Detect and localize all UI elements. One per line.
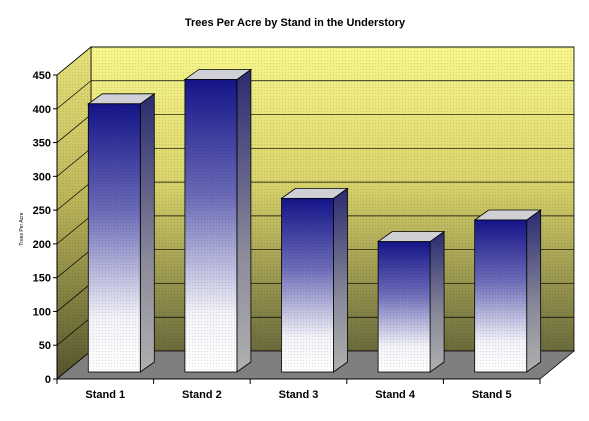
bars: [87, 68, 542, 373]
bar-side-face: [333, 187, 348, 373]
x-tick-label: Stand 2: [182, 389, 222, 401]
y-axis: 0 50 100 150 200 250 300 350 400 450: [33, 70, 58, 386]
y-tick-label: 50: [39, 340, 51, 352]
gridline-side: [56, 215, 92, 245]
gridline-side: [56, 114, 92, 143]
gridline-side: [56, 283, 92, 312]
y-tick-label: 100: [33, 306, 51, 318]
bar-side-face: [429, 230, 445, 373]
x-axis: Stand 1 Stand 2 Stand 3 Stand 4 Stand 5: [56, 378, 541, 401]
y-tick-label: 400: [33, 104, 51, 116]
bar-front-texture: [378, 241, 431, 372]
gridline-side: [56, 316, 92, 346]
y-tick-label: 300: [33, 171, 51, 183]
x-tick-label: Stand 3: [279, 389, 319, 401]
bar-front-texture: [88, 103, 141, 372]
bar-side-face: [139, 93, 155, 373]
x-tick-label: Stand 1: [85, 389, 125, 401]
bar-front-texture: [474, 220, 527, 372]
bar-side-face: [526, 209, 542, 373]
gridline-side: [56, 80, 92, 110]
y-tick-label: 250: [33, 205, 51, 217]
gridline-side: [56, 181, 92, 211]
x-tick-label: Stand 5: [472, 389, 512, 401]
gridline-side: [56, 249, 92, 278]
y-tick-label: 0: [45, 374, 51, 386]
bar-side-face: [236, 68, 252, 373]
chart-title: Trees Per Acre by Stand in the Understor…: [185, 17, 406, 29]
bar-1: [87, 93, 156, 373]
side-wall-texture: [57, 47, 91, 379]
y-tick-label: 150: [33, 273, 51, 285]
bar-3: [280, 187, 349, 373]
y-tick-label: 350: [33, 138, 51, 150]
bar-front-texture: [281, 198, 334, 372]
bar-2: [183, 68, 253, 373]
bar-front-texture: [184, 79, 237, 373]
y-tick-label: 450: [33, 70, 51, 82]
gridline-side: [56, 148, 92, 177]
y-axis-label: Trees Per Acre: [19, 212, 25, 245]
gridline-side: [56, 46, 92, 76]
bar-4: [376, 230, 446, 373]
y-tick-label: 200: [33, 239, 51, 251]
bar-5: [473, 209, 542, 373]
x-tick-label: Stand 4: [375, 389, 416, 401]
